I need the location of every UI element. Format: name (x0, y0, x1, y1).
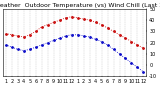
Title: Milwaukee Weather  Outdoor Temperature (vs) Wind Chill (Last 24 Hours): Milwaukee Weather Outdoor Temperature (v… (0, 3, 160, 8)
